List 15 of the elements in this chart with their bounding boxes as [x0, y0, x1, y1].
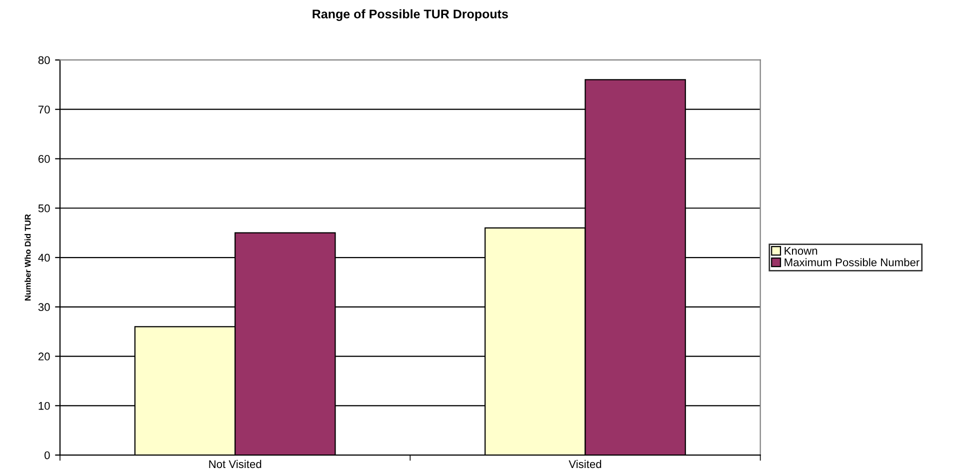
y-tick-label: 10	[38, 402, 50, 410]
chart-title: Range of Possible TUR Dropouts	[312, 9, 508, 21]
x-tick-label: Not Visited	[209, 460, 262, 468]
y-tick-label: 20	[38, 352, 50, 360]
y-tick-label: 80	[38, 56, 50, 64]
x-tick-label: Visited	[568, 460, 602, 468]
y-tick-label: 40	[38, 254, 50, 262]
y-tick-label: 0	[44, 451, 50, 460]
y-tick-label: 70	[38, 106, 50, 114]
legend-label: Maximum Possible Number	[784, 258, 920, 266]
y-tick-label: 60	[38, 155, 50, 163]
y-tick-label: 50	[38, 204, 50, 212]
legend-label: Known	[784, 247, 818, 255]
y-axis-title: Number Who Did TUR	[24, 214, 31, 300]
y-tick-label: 30	[38, 303, 50, 312]
